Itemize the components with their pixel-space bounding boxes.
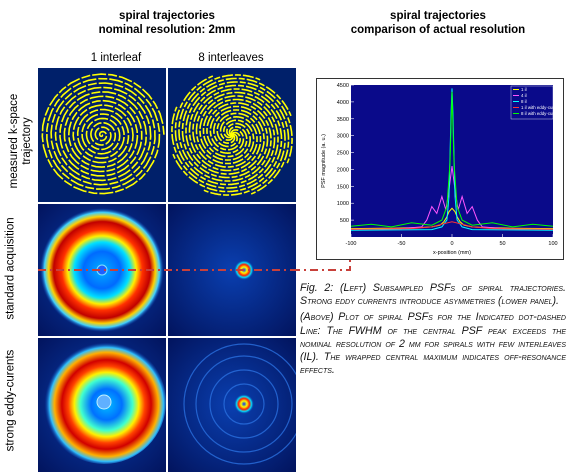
spiral-8-interleaves xyxy=(171,74,293,196)
psf-center-eddy xyxy=(96,394,112,410)
right-header: spiral trajectories comparison of actual… xyxy=(318,9,558,37)
psf-plot-panel: 500 1000 1500 2000 2500 3000 3500 4000 4500 -100-… xyxy=(316,78,564,260)
row-label-trajectory-line2: trajectory xyxy=(21,117,33,165)
legend-label: 8 il xyxy=(521,99,527,104)
legend-label: 1 il xyxy=(521,87,527,92)
left-header-line2: nominal resolution: 2mm xyxy=(98,24,236,36)
psf-eddy-8-ripples xyxy=(183,343,296,465)
y-tick-label: 1500 xyxy=(337,184,349,190)
y-tick-label: 4500 xyxy=(337,83,349,89)
x-axis-label: x-position (mm) xyxy=(433,250,471,256)
right-header-line1: spiral trajectories xyxy=(390,10,486,22)
caption-fig-label: Fig. 2: xyxy=(300,282,334,294)
x-tick-label: -100 xyxy=(345,241,356,247)
column-label-1-interleaf: 1 interleaf xyxy=(90,52,142,64)
series-line-3 xyxy=(350,221,554,230)
row-label-trajectory: measured k-space trajectory xyxy=(8,91,34,191)
caption-text-1: (Left) Subsampled PSFs of spiral traject… xyxy=(300,282,566,308)
y-tick-label: 2000 xyxy=(337,167,349,173)
caption-para-1: Fig. 2: (Left) Subsampled PSFs of spiral… xyxy=(300,282,566,308)
left-header-line1: spiral trajectories xyxy=(119,10,215,22)
y-tick-label: 1000 xyxy=(337,201,349,207)
psf-eddy-8 xyxy=(168,338,296,472)
psf-image-grid xyxy=(38,68,296,472)
series-line-1 xyxy=(350,166,554,231)
legend-label: 1 il with eddy-current xyxy=(521,105,562,110)
figure-caption: Fig. 2: (Left) Subsampled PSFs of spiral… xyxy=(300,282,566,380)
row-label-standard: standard acquisition xyxy=(4,217,17,320)
psf-line-chart: 50010001500200025003000350040004500-100-… xyxy=(321,83,562,256)
column-label-8-interleaves: 8 interleaves xyxy=(198,52,264,64)
y-tick-label: 2500 xyxy=(337,151,349,157)
legend-label: 4 il xyxy=(521,93,527,98)
y-tick-label: 4000 xyxy=(337,100,349,106)
y-tick-label: 3500 xyxy=(337,117,349,123)
row-label-trajectory-line1: measured k-space xyxy=(8,93,20,189)
legend-label: 8 il with eddy-current xyxy=(521,111,562,116)
y-tick-label: 500 xyxy=(340,218,349,224)
spiral-1-interleaf xyxy=(41,73,165,195)
row-label-eddy: strong eddy-curents xyxy=(4,349,17,452)
y-tick-label: 3000 xyxy=(337,134,349,140)
caption-para-2: (Above) Plot of spiral PSFs for the Indi… xyxy=(300,311,566,377)
right-header-line2: comparison of actual resolution xyxy=(350,24,526,36)
x-tick-label: 50 xyxy=(499,241,505,247)
series-line-4 xyxy=(350,91,554,228)
x-tick-label: 0 xyxy=(450,241,453,247)
x-tick-label: -50 xyxy=(398,241,406,247)
series-line-2 xyxy=(350,88,554,231)
y-axis-label: PSF magnitude (a. u.) xyxy=(321,134,327,188)
left-header: spiral trajectories nominal resolution: … xyxy=(62,9,272,37)
psf-dot-eddy xyxy=(234,394,254,414)
x-tick-label: 100 xyxy=(548,241,557,247)
